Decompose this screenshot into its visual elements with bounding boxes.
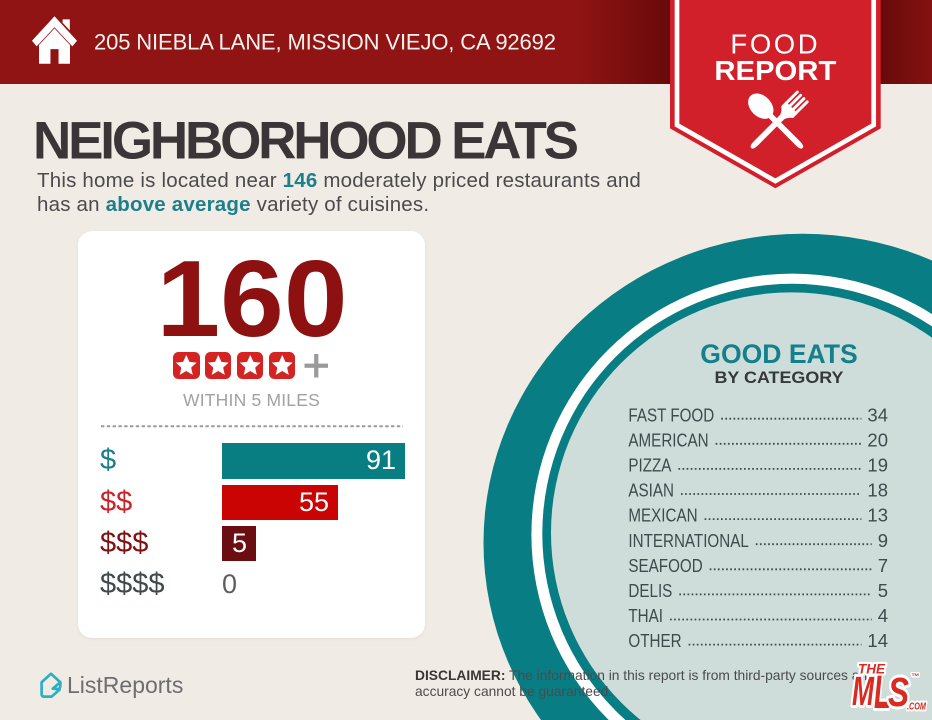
svg-text:REPORT: REPORT	[714, 55, 836, 86]
svg-text:INTERNATIONAL: INTERNATIONAL	[628, 530, 748, 551]
svg-text:PIZZA: PIZZA	[628, 455, 672, 476]
svg-text:FOOD: FOOD	[730, 29, 820, 60]
svg-text:FAST FOOD: FAST FOOD	[628, 404, 714, 425]
svg-text:NEIGHBORHOOD EATS: NEIGHBORHOOD EATS	[33, 111, 579, 170]
svg-text:L: L	[874, 657, 891, 720]
svg-text:S: S	[888, 669, 909, 715]
svg-text:THAI: THAI	[628, 605, 663, 626]
svg-text:19: 19	[867, 455, 888, 476]
svg-text:4: 4	[878, 605, 888, 626]
svg-text:34: 34	[867, 404, 888, 425]
svg-text:BY CATEGORY: BY CATEGORY	[715, 368, 845, 387]
svg-text:14: 14	[867, 630, 888, 651]
svg-text:.COM: .COM	[907, 701, 926, 713]
svg-text:20: 20	[867, 429, 888, 450]
svg-text:ASIAN: ASIAN	[628, 480, 674, 501]
svg-text:OTHER: OTHER	[628, 630, 681, 651]
svg-text:GOOD EATS: GOOD EATS	[700, 339, 857, 369]
svg-text:THE: THE	[858, 662, 886, 677]
svg-text:M: M	[852, 668, 875, 714]
svg-text:160: 160	[157, 238, 348, 360]
svg-text:9: 9	[878, 530, 888, 551]
svg-text:7: 7	[878, 555, 888, 576]
svg-text:5: 5	[878, 580, 888, 601]
svg-text:18: 18	[867, 480, 888, 501]
svg-text:SEAFOOD: SEAFOOD	[628, 555, 702, 576]
svg-text:205 NIEBLA LANE, MISSION VIEJO: 205 NIEBLA LANE, MISSION VIEJO, CA 92692	[94, 30, 556, 55]
svg-text:™: ™	[911, 672, 919, 681]
svg-text:13: 13	[867, 505, 888, 526]
svg-text:DELIS: DELIS	[628, 580, 672, 601]
svg-text:MEXICAN: MEXICAN	[628, 505, 697, 526]
svg-text:AMERICAN: AMERICAN	[628, 429, 708, 450]
